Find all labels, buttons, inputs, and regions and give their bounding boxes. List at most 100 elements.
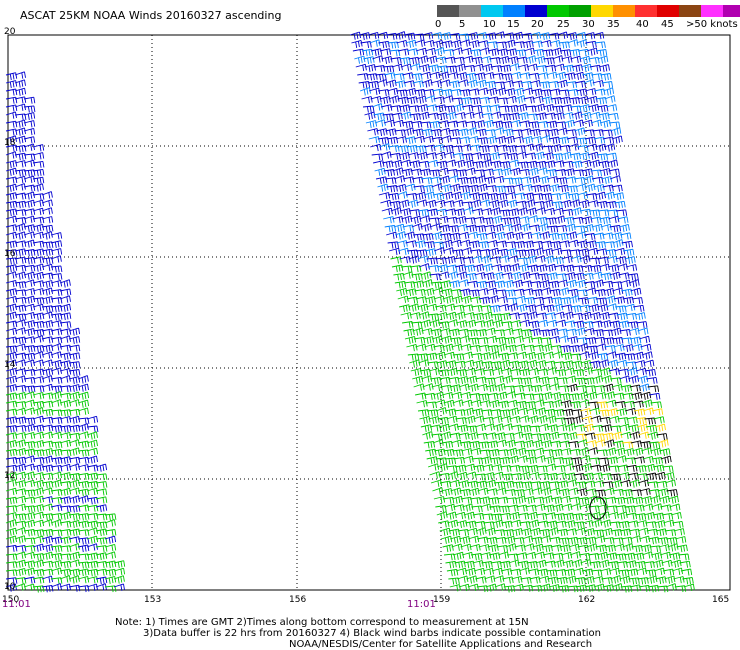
wind-barb <box>466 329 478 337</box>
wind-barb <box>14 169 27 177</box>
wind-barb <box>545 120 558 129</box>
wind-barb <box>502 128 514 137</box>
wind-barb <box>14 368 27 376</box>
wind-barb <box>604 95 616 103</box>
wind-barb <box>14 479 27 488</box>
wind-barb <box>582 272 594 280</box>
wind-barb <box>5 288 18 297</box>
wind-barb <box>396 240 408 248</box>
wind-barb <box>364 111 376 120</box>
wind-barb <box>538 376 550 385</box>
wind-barb <box>59 416 72 424</box>
wind-barb <box>540 193 553 201</box>
wind-barb <box>623 353 636 361</box>
wind-barb <box>506 152 518 161</box>
wind-barb <box>604 143 616 152</box>
wind-barb <box>546 225 559 233</box>
wind-barb <box>498 456 510 465</box>
wind-barb <box>535 264 548 273</box>
wind-barb <box>576 488 588 496</box>
wind-barb <box>433 496 446 504</box>
wind-barb <box>41 487 53 495</box>
wind-barb <box>478 296 490 305</box>
wind-barb <box>504 289 516 297</box>
wind-barb <box>490 361 502 369</box>
wind-barb <box>560 352 573 361</box>
wind-barb <box>614 352 627 361</box>
wind-barb <box>596 104 609 113</box>
wind-barb <box>86 568 99 577</box>
wind-barb <box>596 401 608 409</box>
wind-barb <box>545 569 558 577</box>
wind-barb <box>410 120 423 128</box>
wind-barb <box>477 441 490 449</box>
wind-barb <box>496 144 508 152</box>
wind-barb <box>433 96 445 104</box>
wind-barb <box>458 231 470 240</box>
wind-barb <box>517 512 530 520</box>
wind-barb <box>556 528 568 537</box>
wind-barb <box>59 328 72 336</box>
wind-barb <box>397 295 409 303</box>
wind-barb <box>618 423 630 432</box>
wind-barb <box>503 135 515 144</box>
wind-barb <box>41 351 53 359</box>
wind-barb <box>451 343 463 352</box>
wind-barb <box>617 216 629 224</box>
wind-barb <box>388 144 400 152</box>
wind-barb <box>354 55 366 64</box>
wind-barb <box>592 576 604 584</box>
wind-barb <box>518 465 530 473</box>
wind-barb <box>655 528 667 537</box>
wind-barb <box>388 247 401 256</box>
wind-barb <box>583 528 595 536</box>
wind-barb <box>576 537 588 545</box>
wind-barb <box>41 296 54 304</box>
wind-barb <box>5 351 18 360</box>
wind-barb <box>561 304 573 312</box>
wind-barb <box>32 160 45 168</box>
wind-barb <box>650 401 662 409</box>
wind-barb <box>508 312 520 320</box>
wind-barb <box>505 48 518 57</box>
wind-barb <box>23 489 36 497</box>
wind-barb <box>104 529 117 536</box>
wind-barb <box>434 199 446 208</box>
wind-barb <box>488 552 501 561</box>
wind-barb <box>41 368 54 377</box>
wind-barb <box>498 303 510 312</box>
wind-barb <box>452 551 465 560</box>
wind-barb <box>455 369 468 377</box>
wind-barb <box>375 73 387 81</box>
wind-barb <box>459 288 471 297</box>
wind-barb <box>5 496 18 505</box>
wind-barb <box>424 47 436 56</box>
wind-barb <box>59 360 72 369</box>
wind-barb <box>585 488 597 496</box>
wind-barb <box>464 567 476 576</box>
wind-barb <box>413 135 425 144</box>
wind-barb <box>448 128 460 137</box>
wind-barb <box>457 328 469 336</box>
wind-barb <box>511 481 524 489</box>
wind-barb <box>435 457 448 465</box>
wind-barb <box>627 321 639 329</box>
wind-barb <box>95 521 108 529</box>
wind-barb <box>86 464 99 472</box>
wind-barb <box>441 535 453 544</box>
wind-barb <box>517 112 529 121</box>
wind-barb <box>393 272 405 281</box>
wind-barb <box>14 391 27 400</box>
wind-barb <box>419 415 431 424</box>
wind-barb <box>439 280 452 289</box>
wind-barb <box>638 335 651 344</box>
wind-barb <box>614 200 626 209</box>
wind-barb <box>534 55 546 64</box>
wind-barb <box>399 208 411 216</box>
wind-barb <box>413 383 425 391</box>
wind-barb <box>457 376 469 384</box>
wind-barb <box>5 144 18 152</box>
wind-barb <box>415 145 427 153</box>
wind-barb <box>562 559 574 568</box>
wind-barb <box>545 169 557 177</box>
